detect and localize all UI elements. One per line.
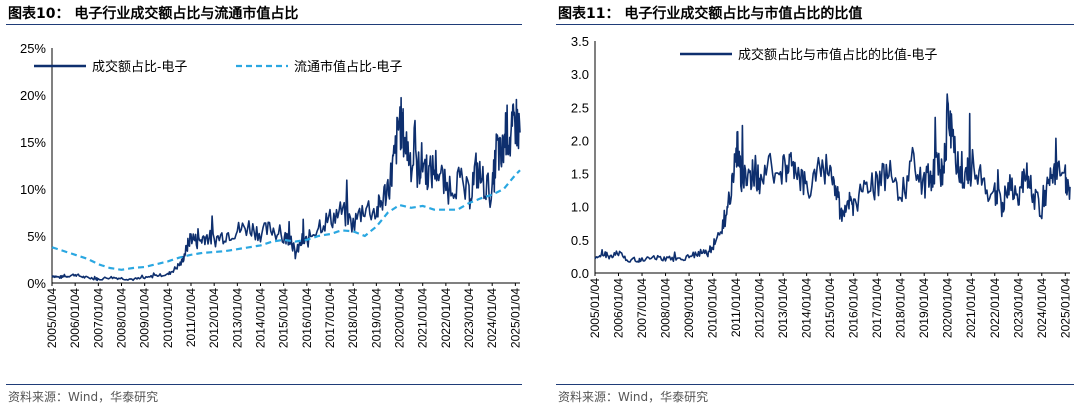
x-tick-label: 2019/01/04 — [917, 278, 931, 338]
x-tick-label: 2012/01/04 — [753, 278, 767, 338]
chart-panel-left: 图表10： 电子行业成交额占比与流通市值占比 0% 5% 10% 15% 20% 25% 2… — [0, 0, 528, 409]
x-tick-label: 2005/01/04 — [45, 288, 59, 348]
x-tick-label: 2014/01/04 — [800, 278, 814, 338]
x-tick-label: 2011/01/04 — [729, 278, 743, 337]
x-tick-label: 2019/01/04 — [369, 288, 383, 348]
x-tick-label: 2013/01/04 — [230, 288, 244, 348]
x-tick-label: 2017/01/04 — [870, 278, 884, 338]
x-tick-label: 2009/01/04 — [138, 288, 152, 348]
y-tick-label: 2.5 — [571, 100, 589, 115]
x-tick-label: 2025/01/04 — [508, 288, 522, 348]
x-tick-label: 2013/01/04 — [776, 278, 790, 338]
x-tick-label: 2021/01/04 — [416, 288, 430, 348]
x-tick-label: 2011/01/04 — [184, 288, 198, 347]
chart-source: 资料来源：Wind，华泰研究 — [8, 390, 159, 404]
y-tick-label: 3.0 — [571, 67, 589, 82]
x-tick-label: 2017/01/04 — [323, 288, 337, 348]
x-tick-label: 2009/01/04 — [682, 278, 696, 338]
series-line — [594, 93, 1071, 263]
y-tick-label: 20% — [20, 88, 46, 103]
chart-title: 图表11： 电子行业成交额占比与市值占比的比值 — [558, 6, 863, 22]
x-tick-label: 2014/01/04 — [254, 288, 268, 348]
x-tick-label: 2016/01/04 — [300, 288, 314, 348]
x-tick-label: 2008/01/04 — [659, 278, 673, 338]
chart-panel-right: 图表11： 电子行业成交额占比与市值占比的比值 0.0 0.5 1.0 1.5 2.0 2… — [550, 0, 1080, 409]
x-tick-label: 2006/01/04 — [612, 278, 626, 338]
x-tick-label: 2016/01/04 — [847, 278, 861, 338]
y-tick-label: 10% — [20, 182, 46, 197]
title-rule — [6, 24, 522, 25]
y-tick-label: 0% — [27, 276, 46, 291]
x-tick-label: 2015/01/04 — [823, 278, 837, 338]
x-tick-label: 2010/01/04 — [706, 278, 720, 338]
series-line — [51, 169, 521, 271]
legend-label: 成交额占比-电子 — [92, 59, 187, 74]
title-rule — [556, 24, 1074, 25]
chart-source: 资料来源：Wind，华泰研究 — [558, 390, 709, 404]
x-tick-label: 2005/01/04 — [588, 278, 602, 338]
x-tick-label: 2022/01/04 — [439, 288, 453, 348]
y-tick-label: 3.5 — [571, 34, 589, 49]
series-line — [51, 96, 521, 282]
x-tick-label: 2015/01/04 — [277, 288, 291, 348]
y-tick-label: 25% — [20, 41, 46, 56]
x-tick-label: 2020/01/04 — [941, 278, 955, 338]
chart-title: 图表10： 电子行业成交额占比与流通市值占比 — [8, 6, 299, 22]
legend-label: 成交额占比与市值占比的比值-电子 — [738, 47, 937, 62]
x-tick-label: 2023/01/04 — [1011, 278, 1025, 338]
source-rule — [556, 384, 1074, 385]
x-tick-label: 2007/01/04 — [635, 278, 649, 338]
x-tick-label: 2020/01/04 — [393, 288, 407, 348]
chart-svg: 0% 5% 10% 15% 20% 25% 2005/01/04 2006/01/04 2007… — [20, 41, 522, 348]
chart-svg: 0.0 0.5 1.0 1.5 2.0 2.5 3.0 3.5 2005/01/04 2006/0… — [571, 34, 1072, 338]
x-tick-label: 2024/01/04 — [485, 288, 499, 348]
x-tick-label: 2024/01/04 — [1035, 278, 1049, 338]
source-rule — [6, 384, 522, 385]
x-tick-label: 2018/01/04 — [346, 288, 360, 348]
x-tick-label: 2006/01/04 — [68, 288, 82, 348]
y-tick-label: 1.5 — [571, 167, 589, 182]
y-tick-label: 15% — [20, 135, 46, 150]
x-tick-label: 2012/01/04 — [207, 288, 221, 348]
x-tick-label: 2022/01/04 — [988, 278, 1002, 338]
y-tick-label: 0.5 — [571, 233, 589, 248]
x-tick-label: 2023/01/04 — [462, 288, 476, 348]
y-tick-label: 2.0 — [571, 133, 589, 148]
x-tick-label: 2025/01/04 — [1058, 278, 1072, 338]
x-tick-label: 2010/01/04 — [161, 288, 175, 348]
x-tick-label: 2021/01/04 — [964, 278, 978, 338]
x-tick-label: 2007/01/04 — [91, 288, 105, 348]
y-tick-label: 1.0 — [571, 200, 589, 215]
x-tick-label: 2008/01/04 — [115, 288, 129, 348]
y-tick-label: 5% — [27, 229, 46, 244]
legend-label: 流通市值占比-电子 — [294, 59, 402, 74]
x-tick-label: 2018/01/04 — [894, 278, 908, 338]
y-tick-label: 0.0 — [571, 266, 589, 281]
